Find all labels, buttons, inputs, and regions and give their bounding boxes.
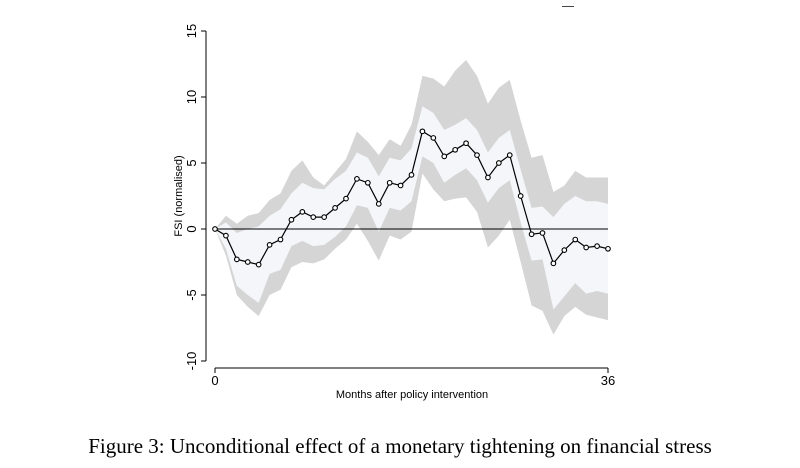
data-point xyxy=(233,256,240,263)
data-point xyxy=(561,247,568,253)
data-point xyxy=(299,208,306,215)
page-artifact-mark xyxy=(562,6,574,7)
data-point xyxy=(288,216,295,223)
data-point xyxy=(441,153,448,160)
data-point xyxy=(266,241,273,248)
data-point xyxy=(354,175,360,182)
data-point xyxy=(408,172,415,178)
x-axis-label: Months after policy intervention xyxy=(336,389,488,401)
data-point xyxy=(255,261,262,268)
data-point xyxy=(528,231,535,238)
y-tick-label: 15 xyxy=(184,24,199,38)
data-point xyxy=(332,205,338,211)
axes: -10 -5 0 5 10 15 0 36 xyxy=(184,24,615,388)
data-point xyxy=(375,201,382,207)
data-point xyxy=(452,146,459,153)
figure-caption: Figure 3: Unconditional effect of a mone… xyxy=(88,434,712,458)
point-estimate-series xyxy=(212,128,611,268)
data-point xyxy=(539,230,546,236)
data-point xyxy=(463,140,469,147)
data-point xyxy=(223,232,229,239)
data-point xyxy=(594,243,600,250)
data-point xyxy=(310,214,317,220)
data-point xyxy=(343,195,349,202)
data-point xyxy=(485,174,491,181)
data-point xyxy=(212,226,218,232)
data-point xyxy=(277,236,284,243)
y-axis-label: FSI (normalised) xyxy=(173,155,185,236)
y-tick-label: -10 xyxy=(184,352,199,371)
data-point xyxy=(364,179,371,186)
data-point xyxy=(605,245,611,252)
y-tick-label: 5 xyxy=(184,159,199,166)
data-point xyxy=(430,135,437,141)
x-tick-label: 0 xyxy=(211,373,218,388)
y-tick-label: -5 xyxy=(184,289,199,301)
data-point xyxy=(550,260,557,267)
data-point xyxy=(397,182,404,189)
data-point xyxy=(583,244,590,251)
data-point xyxy=(572,236,579,243)
y-tick-label: 10 xyxy=(184,90,199,104)
y-tick-label: 0 xyxy=(184,225,199,232)
data-point xyxy=(321,214,328,220)
x-tick-label: 36 xyxy=(601,373,615,388)
data-point xyxy=(474,152,480,158)
data-point xyxy=(506,152,513,158)
data-point xyxy=(419,128,426,135)
data-point xyxy=(244,259,251,265)
data-point xyxy=(386,179,393,186)
data-point xyxy=(517,193,524,199)
data-point xyxy=(495,160,502,166)
confidence-bands xyxy=(215,60,608,335)
